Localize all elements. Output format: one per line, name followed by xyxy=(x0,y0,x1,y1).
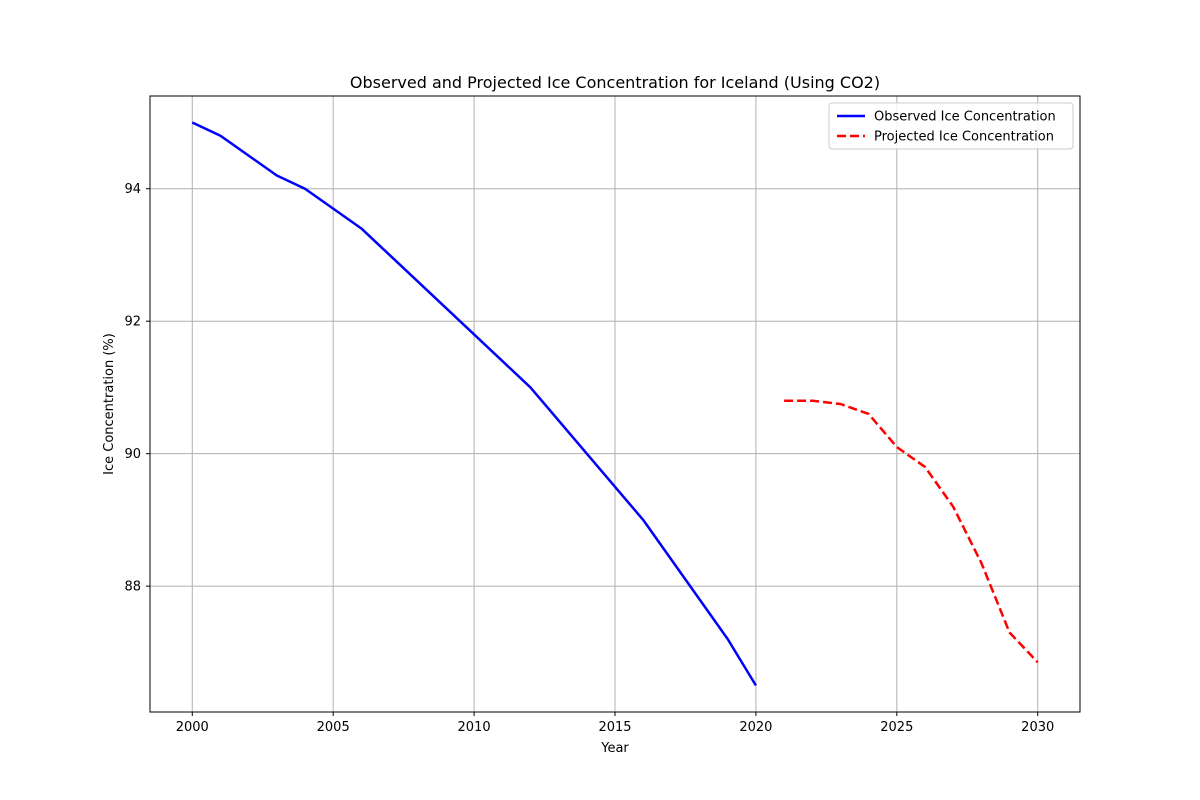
y-axis-label: Ice Concentration (%) xyxy=(102,333,117,475)
y-axis-ticks: 88 90 92 94 xyxy=(124,182,150,595)
x-tick-label: 2030 xyxy=(1021,720,1054,735)
y-tick-label: 90 xyxy=(124,447,141,462)
legend-label-projected: Projected Ice Concentration xyxy=(874,130,1054,145)
y-tick-label: 88 xyxy=(124,580,141,595)
x-tick-label: 2010 xyxy=(458,720,491,735)
chart-title: Observed and Projected Ice Concentration… xyxy=(350,73,880,92)
grid-lines xyxy=(150,96,1080,712)
x-tick-label: 2025 xyxy=(880,720,913,735)
y-tick-label: 92 xyxy=(124,315,141,330)
x-axis-label: Year xyxy=(600,741,629,756)
x-tick-label: 2005 xyxy=(317,720,350,735)
observed-ice-concentration-line xyxy=(191,121,757,687)
legend-label-observed: Observed Ice Concentration xyxy=(874,110,1056,125)
projected-ice-concentration-line xyxy=(784,399,1039,664)
series-lines xyxy=(191,121,1039,687)
x-tick-label: 2000 xyxy=(176,720,209,735)
y-tick-label: 94 xyxy=(124,182,141,197)
x-tick-label: 2020 xyxy=(739,720,772,735)
x-axis-ticks: 2000 2005 2010 2015 2020 2025 2030 xyxy=(176,712,1054,735)
legend-box xyxy=(828,102,1074,150)
legend: Observed Ice Concentration Projected Ice… xyxy=(828,102,1074,150)
x-tick-label: 2015 xyxy=(598,720,631,735)
